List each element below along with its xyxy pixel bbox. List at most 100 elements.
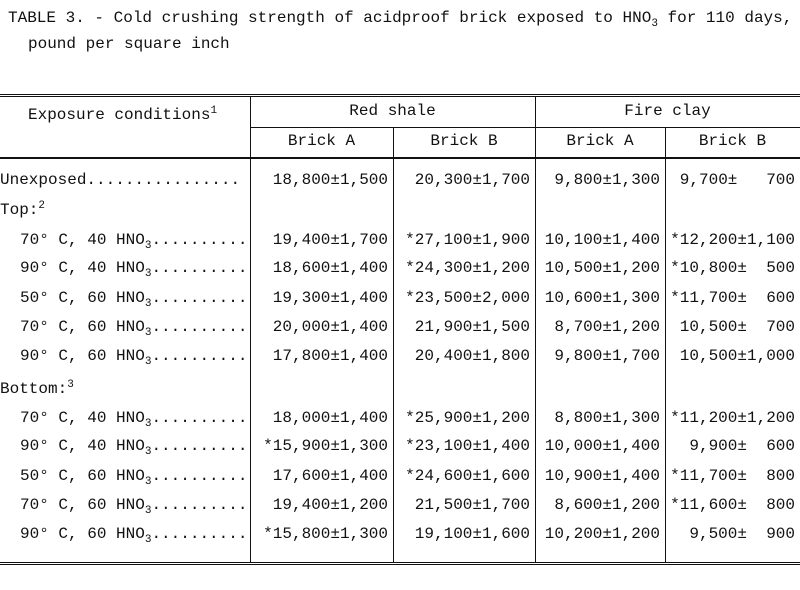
leader: .......... (151, 347, 248, 365)
col-rule (535, 97, 536, 562)
column-header: Brick A (566, 132, 634, 150)
cell: 9,800±1,700 (554, 347, 660, 365)
cell: *11,700± 800 (670, 467, 795, 485)
label-text: 50° C, 60 HNO (20, 289, 145, 307)
cell: *11,700± 600 (670, 289, 795, 307)
cell: *25,900±1,200 (405, 409, 530, 427)
label-sub: 3 (144, 356, 152, 368)
column-header: Brick A (287, 132, 356, 150)
title: TABLE 3. - Cold crushing strength of aci… (8, 8, 792, 34)
row-label: 70° C, 40 HNO3.......... (20, 408, 247, 434)
cell: 10,100±1,400 (544, 231, 660, 249)
cell: 10,500±1,000 (679, 347, 795, 365)
label-text: 90° C, 40 HNO (20, 259, 145, 277)
rule (0, 94, 800, 97)
cell: 10,200±1,200 (544, 525, 660, 543)
cell: *27,100±1,900 (405, 231, 530, 249)
cell: *15,800±1,300 (263, 525, 388, 543)
leader: .......... (151, 437, 248, 455)
cell: 9,800±1,300 (554, 171, 660, 189)
cell: 18,000±1,400 (272, 409, 388, 427)
rule (0, 157, 800, 159)
label-sub: 3 (144, 268, 152, 280)
cell: 10,600±1,300 (544, 289, 660, 307)
cell: 8,600±1,200 (554, 496, 660, 514)
label-text: Top: (0, 201, 39, 219)
cell: 9,500± 900 (689, 525, 795, 543)
col-rule (393, 128, 394, 562)
label-text: 70° C, 40 HNO (20, 409, 145, 427)
leader: .......... (151, 231, 248, 249)
column-header: Brick B (430, 132, 498, 150)
cell: 19,400±1,700 (272, 231, 388, 249)
cell: 8,700±1,200 (554, 318, 660, 336)
label-sub: 3 (144, 418, 152, 430)
cell: 21,900±1,500 (414, 318, 530, 336)
cell: *11,200±1,200 (670, 409, 795, 427)
label-sub: 3 (144, 446, 152, 458)
row-label: 90° C, 40 HNO3.......... (20, 258, 247, 284)
label-sup: 2 (38, 200, 46, 212)
cell: *10,800± 500 (670, 259, 795, 277)
cell: 20,400±1,800 (414, 347, 530, 365)
header-label: Exposure conditions1 (28, 101, 217, 125)
label-text: 90° C, 60 HNO (20, 525, 145, 543)
cell: 18,600±1,400 (272, 259, 388, 277)
leader: .......... (151, 259, 248, 277)
column-header: Brick B (698, 132, 767, 150)
cell: 20,300±1,700 (414, 171, 530, 189)
leader: .......... (151, 467, 248, 485)
title-text: for 110 days, (657, 9, 793, 27)
row-label: 90° C, 60 HNO3.......... (20, 346, 247, 372)
cell: 19,100±1,600 (414, 525, 530, 543)
label-text: Unexposed (0, 171, 87, 189)
cell: 9,900± 600 (689, 437, 795, 455)
cell: *24,300±1,200 (405, 259, 530, 277)
leader: ................ (86, 171, 241, 189)
cell: 9,700± 700 (679, 171, 795, 189)
row-label: Unexposed................ (0, 170, 240, 190)
cell: 21,500±1,700 (414, 496, 530, 514)
group-header: Red shale (349, 102, 436, 120)
leader: .......... (151, 525, 248, 543)
cell: 10,000±1,400 (544, 437, 660, 455)
cell: *23,100±1,400 (405, 437, 530, 455)
label-sup: 3 (67, 379, 74, 391)
cell: 10,900±1,400 (544, 467, 660, 485)
cell: 10,500± 700 (679, 318, 795, 336)
cell: *24,600±1,600 (405, 467, 530, 485)
row-label: 70° C, 40 HNO3.......... (20, 230, 247, 256)
label-text: Bottom: (0, 380, 68, 398)
cell: *12,200±1,100 (670, 231, 795, 249)
leader: .......... (151, 318, 248, 336)
label-text: 90° C, 60 HNO (20, 347, 145, 365)
leader: .......... (151, 409, 248, 427)
title-text: TABLE 3. - Cold crushing strength of aci… (8, 9, 652, 27)
cell: *23,500±2,000 (405, 289, 530, 307)
leader: .......... (151, 496, 248, 514)
cell: 17,600±1,400 (272, 467, 388, 485)
cell: 19,300±1,400 (272, 289, 388, 307)
cell: 17,800±1,400 (272, 347, 388, 365)
cell: 8,800±1,300 (554, 409, 660, 427)
row-label: 50° C, 60 HNO3.......... (20, 288, 247, 314)
title-sub: 3 (651, 18, 658, 30)
row-label: 90° C, 60 HNO3.......... (20, 524, 247, 550)
label-sub: 3 (144, 534, 152, 546)
label-text: 70° C, 60 HNO (20, 318, 145, 336)
label-sub: 3 (144, 240, 152, 252)
label-sub: 3 (144, 476, 152, 488)
cell: *15,900±1,300 (263, 437, 388, 455)
label-sub: 3 (144, 298, 152, 310)
cell: 19,400±1,200 (272, 496, 388, 514)
row-label: 90° C, 40 HNO3.......... (20, 436, 247, 462)
label-text: 70° C, 40 HNO (20, 231, 145, 249)
label-sub: 3 (144, 327, 152, 339)
label-text: 90° C, 40 HNO (20, 437, 145, 455)
label-text: 70° C, 60 HNO (20, 496, 145, 514)
row-label: Bottom:3 (0, 375, 74, 399)
title-line: pound per square inch (28, 35, 230, 53)
cell: 18,800±1,500 (272, 171, 388, 189)
row-label: 70° C, 60 HNO3.......... (20, 495, 247, 521)
